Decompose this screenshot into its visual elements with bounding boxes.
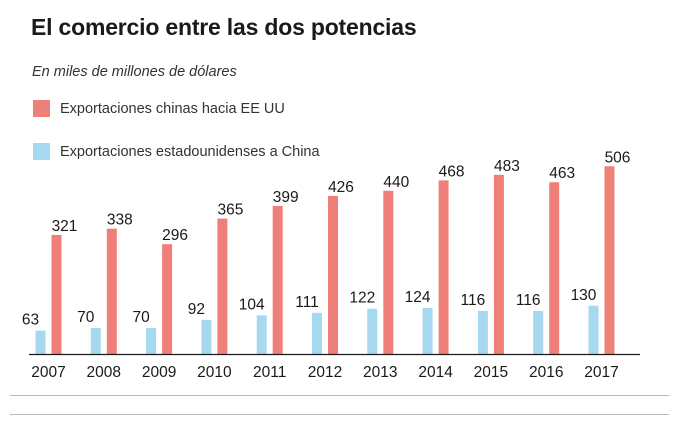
bar-chinese-exports-2007 — [51, 234, 62, 354]
x-tick-label-2010: 2010 — [197, 364, 232, 381]
bar-us-exports-2012 — [312, 312, 322, 354]
bar-chinese-exports-2014 — [438, 180, 449, 354]
bar-chinese-exports-2017 — [604, 166, 615, 354]
chart-title: El comercio entre las dos potencias — [31, 14, 417, 40]
data-label-chinese-exports-2013: 440 — [383, 174, 409, 191]
data-label-chinese-exports-2012: 426 — [328, 179, 354, 196]
data-label-us-exports-2016: 116 — [516, 292, 541, 309]
legend-swatch-us-exports — [33, 143, 50, 160]
bar-us-exports-2008 — [90, 328, 101, 354]
bar-chinese-exports-2013 — [383, 190, 394, 354]
legend-swatch-chinese-exports — [33, 100, 50, 117]
bar-us-exports-2014 — [422, 307, 433, 354]
data-label-us-exports-2011: 104 — [239, 296, 265, 313]
data-label-chinese-exports-2016: 463 — [549, 165, 575, 182]
data-label-us-exports-2013: 122 — [349, 290, 375, 307]
divider-line — [10, 414, 669, 415]
data-label-chinese-exports-2007: 321 — [52, 218, 78, 235]
data-label-us-exports-2009: 70 — [132, 309, 150, 326]
x-tick-label-2014: 2014 — [418, 364, 453, 381]
bar-us-exports-2011 — [256, 315, 267, 354]
data-label-us-exports-2015: 116 — [461, 292, 486, 309]
data-label-chinese-exports-2015: 483 — [494, 158, 520, 175]
x-tick-label-2015: 2015 — [474, 364, 508, 381]
x-tick-label-2008: 2008 — [87, 364, 121, 381]
bar-us-exports-2016 — [533, 310, 544, 354]
divider-line — [10, 395, 669, 396]
x-tick-label-2013: 2013 — [363, 364, 397, 381]
bar-chinese-exports-2008 — [106, 228, 117, 354]
data-label-us-exports-2008: 70 — [77, 309, 95, 326]
data-label-us-exports-2014: 124 — [405, 289, 431, 306]
bar-us-exports-2017 — [588, 305, 599, 354]
legend-label-us-exports: Exportaciones estadounidenses a China — [60, 143, 320, 160]
data-label-chinese-exports-2011: 399 — [273, 189, 299, 206]
x-tick-label-2011: 2011 — [253, 364, 286, 381]
bar-chinese-exports-2009 — [162, 244, 173, 354]
x-tick-label-2012: 2012 — [308, 364, 342, 381]
data-label-chinese-exports-2017: 506 — [605, 149, 631, 166]
data-label-chinese-exports-2008: 338 — [107, 212, 133, 229]
x-tick-label-2016: 2016 — [529, 364, 563, 381]
data-label-chinese-exports-2010: 365 — [217, 202, 243, 219]
bar-us-exports-2010 — [201, 319, 212, 354]
x-tick-label-2017: 2017 — [584, 364, 618, 381]
legend-item-us-exports: Exportaciones estadounidenses a China — [33, 143, 320, 160]
bar-chinese-exports-2012 — [328, 195, 338, 354]
data-label-us-exports-2010: 92 — [188, 301, 205, 318]
legend-item-chinese-exports: Exportaciones chinas hacia EE UU — [33, 100, 285, 117]
legend-label-chinese-exports: Exportaciones chinas hacia EE UU — [60, 100, 285, 117]
x-tick-label-2009: 2009 — [142, 364, 176, 381]
data-label-us-exports-2017: 130 — [571, 287, 597, 304]
data-label-chinese-exports-2014: 468 — [439, 163, 465, 180]
data-label-chinese-exports-2009: 296 — [162, 227, 188, 244]
bar-us-exports-2007 — [35, 330, 46, 354]
bar-chinese-exports-2010 — [217, 218, 228, 354]
chart-subtitle: En miles de millones de dólares — [32, 64, 237, 80]
bar-us-exports-2015 — [477, 310, 488, 354]
x-tick-label-2007: 2007 — [31, 364, 65, 381]
bar-chinese-exports-2011 — [272, 205, 283, 354]
bar-us-exports-2013 — [367, 308, 378, 354]
bar-chinese-exports-2015 — [493, 174, 504, 354]
data-label-us-exports-2007: 63 — [22, 312, 39, 329]
bar-us-exports-2009 — [146, 328, 157, 354]
data-label-us-exports-2012: 111 — [295, 294, 319, 311]
bar-chinese-exports-2016 — [549, 182, 560, 354]
